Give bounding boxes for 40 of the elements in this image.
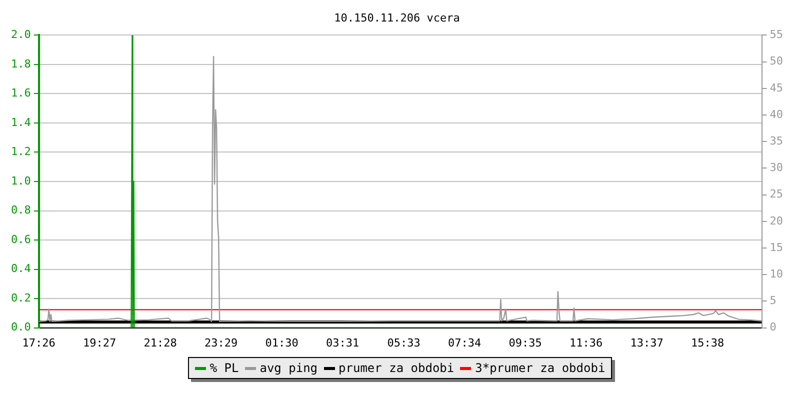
y2-tick-label: 5	[770, 294, 776, 308]
y2-tick-label: 15	[770, 240, 784, 254]
x-tick-label: 05:33	[387, 336, 420, 350]
x-tick-label: 23:29	[204, 336, 238, 350]
y2-tick-label: 55	[770, 28, 784, 42]
x-tick-label: 09:35	[508, 336, 542, 350]
x-tick-label: 07:34	[448, 336, 482, 350]
y2-tick-label: 20	[770, 214, 784, 228]
y2-tick-label: 10	[770, 267, 784, 280]
y-tick-label: 1.0	[10, 174, 31, 188]
x-tick-label: 17:26	[22, 336, 56, 350]
y-tick-label: 0.8	[10, 204, 31, 217]
x-tick-label: 01:30	[265, 336, 298, 350]
x-tick-label: 11:36	[569, 336, 603, 350]
x-tick-label: 03:31	[326, 336, 360, 350]
x-tick-label: 19:27	[83, 336, 116, 350]
legend-label: avg ping	[260, 361, 318, 375]
y2-tick-label: 35	[770, 134, 784, 148]
chart-title: 10.150.11.206 vcera	[334, 11, 460, 24]
y2-tick-label: 0	[770, 320, 776, 334]
y-tick-label: 0.4	[10, 262, 32, 276]
legend-label: % PL	[210, 361, 239, 375]
y-tick-label: 0.6	[10, 232, 31, 246]
y2-tick-label: 40	[770, 108, 784, 121]
x-tick-label: 21:28	[144, 336, 177, 350]
y-tick-label: 1.8	[10, 57, 31, 70]
y-tick-label: 1.4	[10, 116, 32, 129]
y-tick-label: 1.6	[10, 86, 31, 100]
y-tick-label: 0.0	[10, 320, 31, 334]
y-tick-label: 0.2	[10, 291, 31, 304]
legend-label: prumer za obdobi	[338, 361, 454, 375]
y-tick-label: 2.0	[10, 28, 31, 42]
legend-label: 3*prumer za obdobi	[475, 361, 606, 375]
y2-tick-label: 30	[770, 161, 784, 174]
x-tick-label: 15:38	[690, 336, 724, 350]
x-tick-label: 13:37	[630, 336, 664, 350]
y2-tick-label: 50	[770, 54, 784, 68]
y-tick-label: 1.2	[10, 145, 31, 158]
y2-tick-label: 25	[770, 188, 784, 201]
y2-tick-label: 45	[770, 81, 784, 94]
